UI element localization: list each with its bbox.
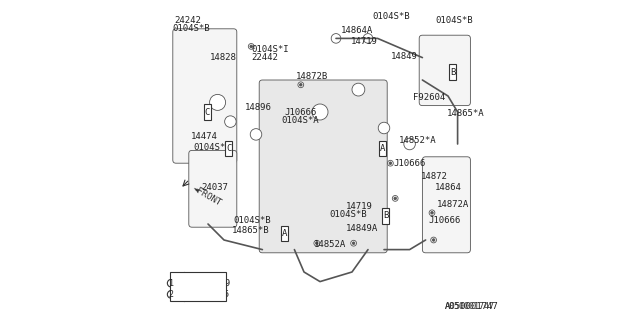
Circle shape (332, 34, 341, 43)
Text: 14849: 14849 (390, 52, 417, 60)
Circle shape (364, 34, 372, 43)
FancyBboxPatch shape (449, 64, 456, 80)
Circle shape (316, 242, 318, 244)
Circle shape (168, 279, 175, 287)
Text: 14849A: 14849A (346, 224, 378, 233)
Text: 14896: 14896 (245, 103, 271, 112)
Text: J10666: J10666 (285, 108, 317, 116)
Circle shape (210, 94, 226, 110)
Text: F92604: F92604 (413, 93, 445, 102)
Circle shape (225, 116, 236, 127)
Circle shape (431, 212, 433, 214)
Circle shape (314, 240, 320, 246)
Circle shape (250, 45, 253, 48)
Circle shape (389, 162, 392, 164)
Text: A: A (282, 229, 287, 238)
Text: 14864: 14864 (435, 183, 462, 192)
FancyBboxPatch shape (280, 226, 288, 241)
Text: A60865: A60865 (198, 290, 230, 299)
Text: F92609: F92609 (198, 279, 230, 288)
Text: C: C (205, 108, 210, 116)
FancyBboxPatch shape (382, 208, 389, 224)
Text: 14719: 14719 (346, 202, 372, 211)
Text: 14852A: 14852A (314, 240, 346, 249)
Text: 0104S*B: 0104S*B (172, 24, 210, 33)
Circle shape (431, 237, 436, 243)
Text: 14719: 14719 (351, 37, 377, 46)
Text: A050001747: A050001747 (445, 302, 499, 311)
FancyBboxPatch shape (204, 104, 211, 120)
Text: 0104S*B: 0104S*B (435, 16, 473, 25)
FancyBboxPatch shape (259, 80, 387, 253)
Circle shape (429, 210, 435, 216)
Text: 14474: 14474 (191, 132, 217, 140)
Text: J10666: J10666 (429, 216, 461, 225)
Text: 14828: 14828 (210, 53, 236, 62)
Circle shape (248, 44, 254, 49)
Circle shape (300, 84, 302, 86)
FancyBboxPatch shape (422, 157, 470, 253)
Circle shape (312, 104, 328, 120)
Circle shape (250, 129, 262, 140)
Circle shape (433, 239, 435, 241)
Circle shape (168, 291, 175, 298)
Text: 0104S*B: 0104S*B (234, 216, 271, 225)
FancyBboxPatch shape (189, 150, 237, 227)
Circle shape (404, 138, 415, 150)
Text: ◄FRONT: ◄FRONT (191, 184, 224, 208)
Text: 24242: 24242 (174, 16, 201, 25)
Text: 14872A: 14872A (437, 200, 469, 209)
Circle shape (352, 83, 365, 96)
Text: B: B (383, 212, 388, 220)
Text: 0104S*B: 0104S*B (372, 12, 410, 20)
FancyBboxPatch shape (419, 35, 470, 106)
Text: 0104S*A: 0104S*A (282, 116, 319, 124)
Text: A: A (380, 144, 385, 153)
Text: A050001747: A050001747 (445, 302, 495, 311)
Text: J10666: J10666 (394, 159, 426, 168)
Circle shape (394, 197, 396, 200)
Text: 14872: 14872 (421, 172, 447, 180)
Text: 14865*A: 14865*A (447, 109, 484, 118)
Text: B: B (450, 68, 456, 76)
FancyBboxPatch shape (379, 141, 386, 156)
Circle shape (392, 196, 398, 201)
Circle shape (351, 240, 356, 246)
Text: 0104S*B: 0104S*B (330, 210, 367, 219)
Text: 14865*B: 14865*B (232, 226, 269, 235)
Text: 14872B: 14872B (296, 72, 328, 81)
Text: 14864A: 14864A (340, 26, 373, 35)
Text: 2: 2 (169, 290, 173, 299)
Text: 24037: 24037 (201, 183, 228, 192)
FancyBboxPatch shape (173, 29, 237, 163)
FancyBboxPatch shape (170, 272, 227, 301)
FancyBboxPatch shape (225, 141, 232, 156)
Text: 22442: 22442 (251, 53, 278, 62)
Circle shape (388, 160, 393, 166)
Circle shape (378, 122, 390, 134)
Circle shape (298, 82, 304, 88)
Text: 14852*A: 14852*A (398, 136, 436, 145)
Text: 0104S*E: 0104S*E (193, 143, 231, 152)
Text: C: C (226, 144, 232, 153)
Text: 0104S*I: 0104S*I (251, 45, 289, 54)
Text: 1: 1 (169, 279, 173, 288)
Circle shape (353, 242, 355, 244)
